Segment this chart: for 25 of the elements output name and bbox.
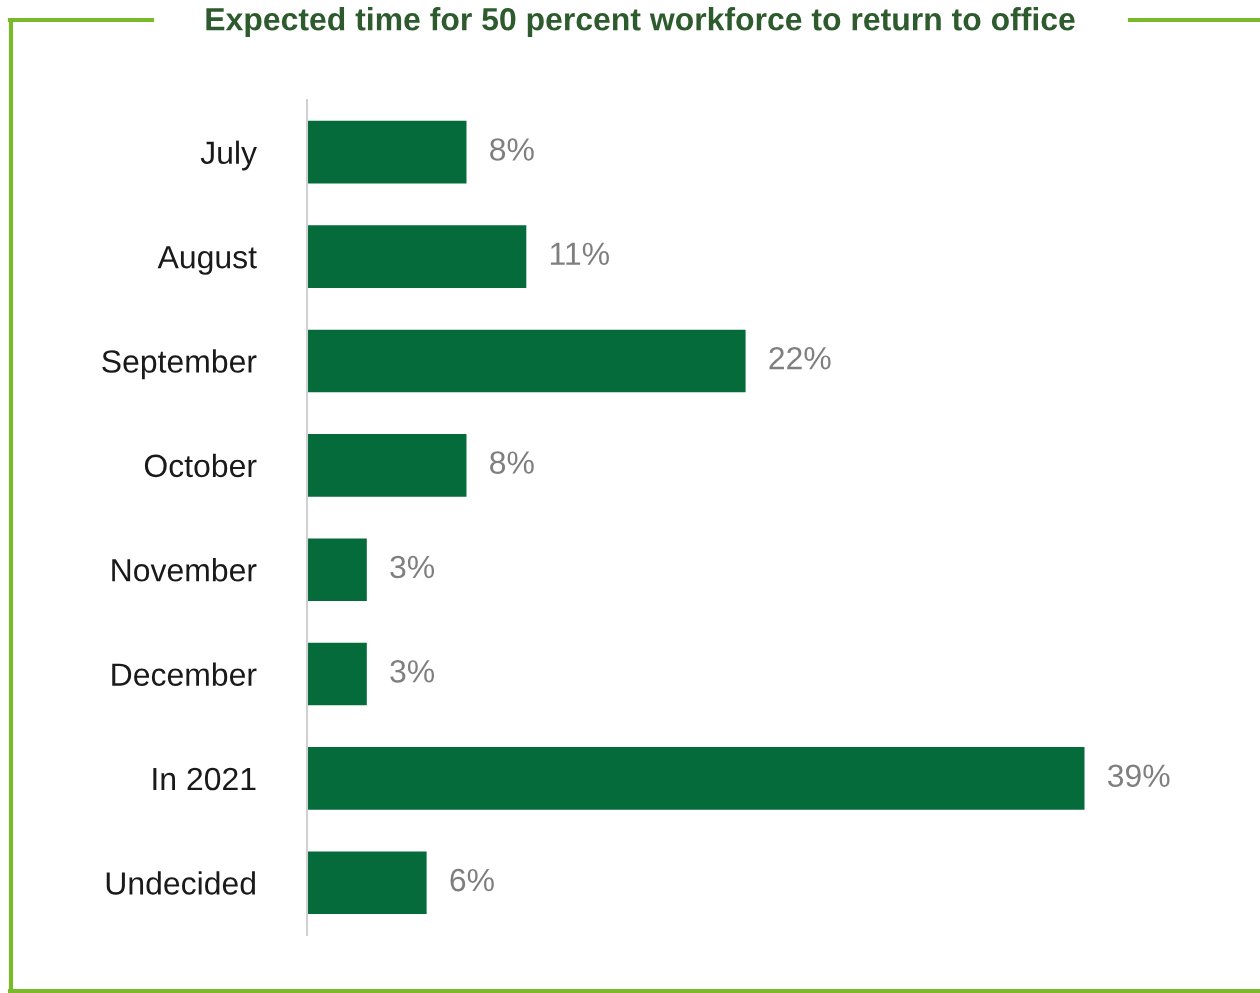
y-tick-label: October bbox=[144, 453, 257, 478]
data-label: 22% bbox=[769, 346, 831, 370]
bar bbox=[307, 434, 467, 497]
bar bbox=[307, 225, 527, 288]
data-label: 3% bbox=[390, 660, 435, 683]
bar bbox=[307, 747, 1085, 810]
data-label: 6% bbox=[450, 868, 494, 892]
data-label: 8% bbox=[490, 138, 534, 161]
bar bbox=[307, 851, 427, 915]
y-tick-label: Undecided bbox=[106, 871, 255, 895]
data-label: 11% bbox=[550, 242, 609, 266]
data-label: 3% bbox=[390, 555, 435, 579]
bar bbox=[307, 120, 467, 184]
y-tick-label: September bbox=[102, 349, 257, 380]
y-tick-label: December bbox=[112, 662, 257, 686]
bar bbox=[307, 642, 367, 706]
y-tick-label: November bbox=[112, 558, 257, 582]
y-tick-label: In 2021 bbox=[153, 767, 256, 791]
data-label: 8% bbox=[490, 451, 534, 474]
bar bbox=[307, 538, 367, 601]
bar bbox=[307, 329, 746, 393]
y-tick-label: August bbox=[157, 246, 257, 275]
chart-title: Expected time for 50 percent workforce to return to office bbox=[206, 7, 1075, 37]
y-tick-label: July bbox=[200, 140, 257, 171]
data-label: 39% bbox=[1107, 764, 1170, 788]
